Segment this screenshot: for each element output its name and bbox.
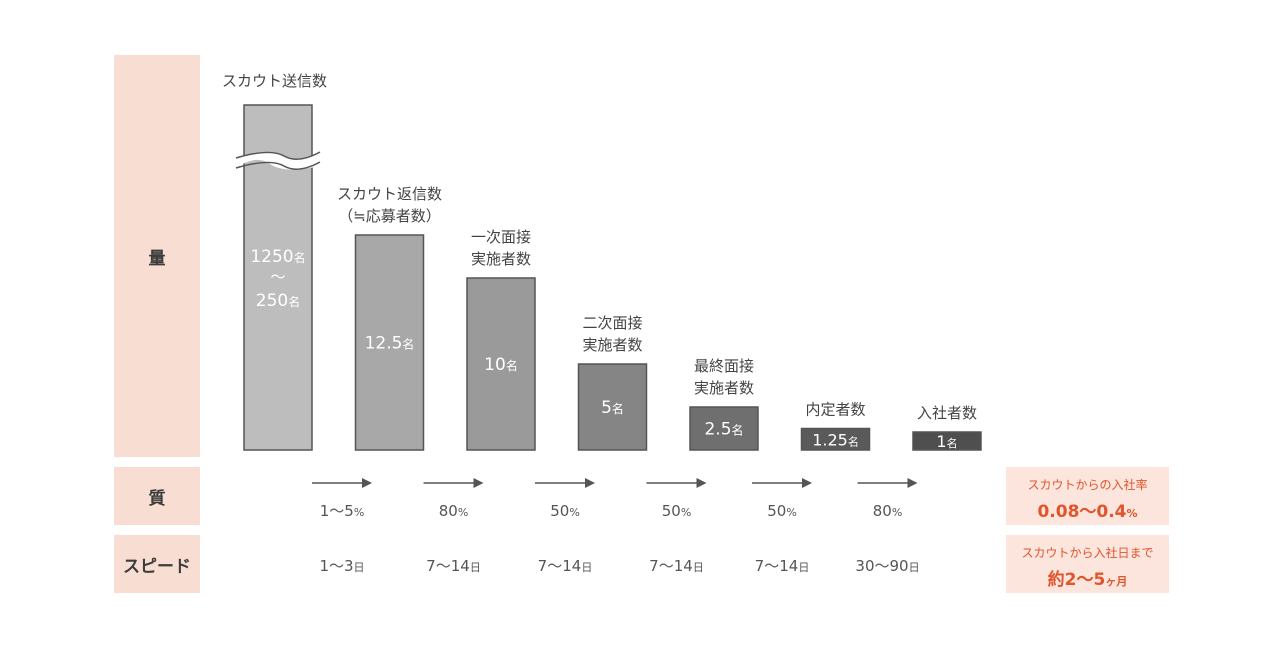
bar-3-value-label: 10名 — [484, 355, 518, 375]
speed-label: スピード — [123, 556, 191, 577]
conversion-rate-6: 80% — [873, 502, 903, 520]
conversion-rate-2: 80% — [439, 502, 469, 520]
join-rate-label: スカウトからの入社率 — [1027, 478, 1148, 492]
category-label-5-line-2: 実施者数 — [694, 379, 754, 397]
join-period-value: 約2〜5ヶ月 — [1006, 565, 1169, 590]
arrow-1-head — [362, 478, 372, 488]
duration-3: 7〜14日 — [538, 557, 593, 575]
bar-7 — [912, 431, 982, 451]
category-label-2-line-2: （≒応募者数） — [338, 207, 441, 225]
category-label-5-line-1: 最終面接 — [694, 357, 754, 375]
category-label-6-line-1: 内定者数 — [805, 401, 865, 419]
bar-7-value-label: 1名 — [936, 432, 957, 451]
join-period-number: 約2〜5 — [1047, 570, 1106, 590]
arrow-4-head — [696, 478, 707, 488]
category-label-4-line-2: 実施者数 — [582, 336, 642, 354]
bar-2-value-label: 12.5名 — [365, 334, 415, 354]
category-label-7-line-1: 入社者数 — [917, 404, 977, 422]
conversion-rate-4: 50% — [662, 502, 692, 520]
join-rate-number: 0.08〜0.4 — [1037, 502, 1127, 522]
category-label-2-line-1: スカウト返信数 — [337, 185, 442, 203]
category-label-3-line-1: 一次面接 — [471, 228, 531, 246]
bar-5 — [689, 406, 759, 451]
category-label-4-line-1: 二次面接 — [582, 314, 642, 332]
bar-4 — [577, 363, 648, 451]
bar-1-value-label-bottom: 250名 — [256, 291, 300, 311]
arrow-6-head — [907, 478, 918, 488]
arrow-5-head — [802, 478, 812, 488]
join-period-label: スカウトから入社日まで — [1021, 546, 1154, 560]
speed-label-box: スピード — [114, 535, 200, 593]
quality-label-box: 質 — [114, 467, 200, 525]
bar-1-value-label-top: 1250名 — [250, 247, 305, 267]
bar-2 — [354, 234, 425, 451]
axis-break-line-bottom — [235, 161, 321, 170]
duration-5: 7〜14日 — [755, 557, 810, 575]
duration-6: 30〜90日 — [855, 557, 919, 575]
join-period-box: スカウトから入社日まで 約2〜5ヶ月 — [1006, 535, 1169, 593]
conversion-rate-1: 1〜5% — [320, 502, 365, 520]
category-label-3-line-2: 実施者数 — [471, 250, 531, 268]
axis-break — [236, 152, 320, 170]
conversion-rate-3: 50% — [550, 502, 580, 520]
axis-break-line-top — [235, 151, 321, 160]
quality-label: 質 — [148, 488, 166, 509]
join-rate-box: スカウトからの入社率 0.08〜0.4% — [1006, 467, 1169, 525]
bar-1-value-label-mid: 〜 — [270, 268, 285, 286]
quantity-label-box: 量 — [114, 55, 200, 457]
conversion-rate-5: 50% — [767, 502, 797, 520]
bar-5-value-label: 2.5名 — [704, 420, 743, 440]
arrow-3-head — [585, 478, 595, 488]
bar-6-value-label: 1.25名 — [812, 430, 859, 449]
bar-3 — [466, 277, 536, 451]
join-rate-value: 0.08〜0.4% — [1006, 497, 1169, 522]
arrow-2-head — [473, 478, 484, 488]
duration-2: 7〜14日 — [426, 557, 481, 575]
join-period-unit: ヶ月 — [1105, 575, 1128, 588]
bar-6 — [800, 427, 871, 451]
duration-1: 1〜3日 — [319, 557, 364, 575]
quantity-label: 量 — [148, 248, 166, 269]
duration-4: 7〜14日 — [649, 557, 704, 575]
bar-4-value-label: 5名 — [601, 398, 624, 418]
join-rate-unit: % — [1126, 507, 1138, 520]
category-label-1-line-1: スカウト送信数 — [222, 72, 327, 90]
